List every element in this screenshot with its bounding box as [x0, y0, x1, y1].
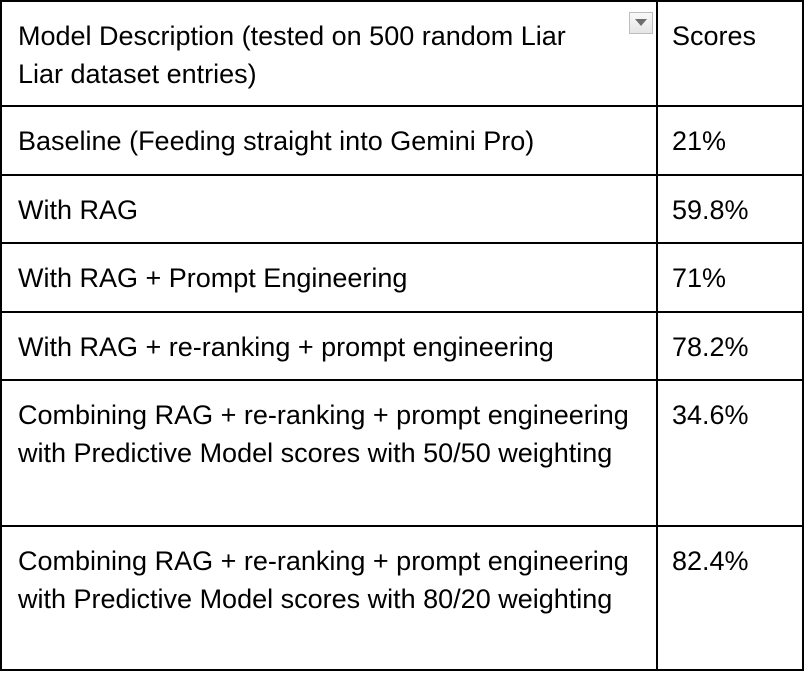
- description-cell[interactable]: With RAG + Prompt Engineering: [0, 242, 658, 313]
- score-cell[interactable]: 82.4%: [656, 525, 804, 671]
- table-row: With RAG + re-ranking + prompt engineeri…: [0, 311, 804, 381]
- description-cell[interactable]: With RAG: [0, 174, 658, 244]
- row-score: 71%: [672, 263, 727, 293]
- row-score: 21%: [672, 126, 727, 156]
- row-score: 59.8%: [672, 195, 749, 225]
- table-row: Combining RAG + re-ranking + prompt engi…: [0, 525, 804, 671]
- row-score: 34.6%: [672, 400, 749, 430]
- description-cell[interactable]: Baseline (Feeding straight into Gemini P…: [0, 105, 658, 176]
- header-cell-scores[interactable]: Scores: [656, 0, 804, 107]
- score-cell[interactable]: 59.8%: [656, 174, 804, 244]
- table-row: Baseline (Feeding straight into Gemini P…: [0, 105, 804, 176]
- header-cell-description[interactable]: Model Description (tested on 500 random …: [0, 0, 658, 107]
- description-cell[interactable]: Combining RAG + re-ranking + prompt engi…: [0, 525, 658, 671]
- row-description: Baseline (Feeding straight into Gemini P…: [18, 126, 535, 156]
- row-score: 82.4%: [672, 546, 749, 576]
- row-description: With RAG + Prompt Engineering: [18, 263, 408, 293]
- table-row: Combining RAG + re-ranking + prompt engi…: [0, 379, 804, 527]
- row-description: With RAG: [18, 195, 139, 225]
- dropdown-filter-icon[interactable]: [629, 12, 653, 34]
- description-cell[interactable]: With RAG + re-ranking + prompt engineeri…: [0, 311, 658, 381]
- table-row: With RAG 59.8%: [0, 174, 804, 244]
- row-score: 78.2%: [672, 332, 749, 362]
- score-cell[interactable]: 21%: [656, 105, 804, 176]
- header-scores-text: Scores: [672, 21, 757, 51]
- table-row: With RAG + Prompt Engineering 71%: [0, 242, 804, 313]
- row-description: Combining RAG + re-ranking + prompt engi…: [18, 400, 629, 468]
- header-row: Model Description (tested on 500 random …: [0, 0, 804, 107]
- row-description: Combining RAG + re-ranking + prompt engi…: [18, 546, 629, 614]
- score-cell[interactable]: 78.2%: [656, 311, 804, 381]
- header-description-text: Model Description (tested on 500 random …: [18, 21, 566, 89]
- score-cell[interactable]: 71%: [656, 242, 804, 313]
- score-cell[interactable]: 34.6%: [656, 379, 804, 527]
- row-description: With RAG + re-ranking + prompt engineeri…: [18, 332, 554, 362]
- description-cell[interactable]: Combining RAG + re-ranking + prompt engi…: [0, 379, 658, 527]
